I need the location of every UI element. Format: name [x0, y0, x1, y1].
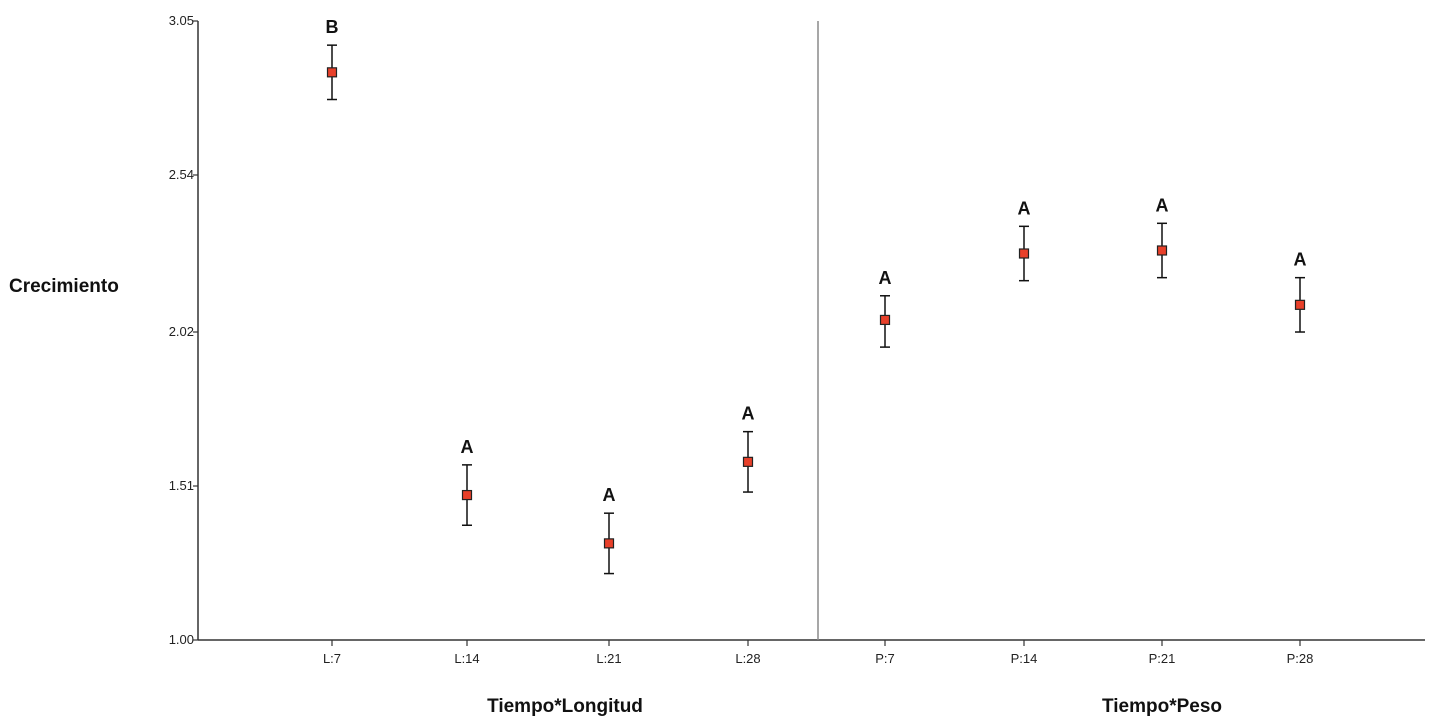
- significance-letter: A: [1156, 195, 1169, 215]
- significance-letter: A: [742, 404, 755, 424]
- data-point-group: A: [1156, 195, 1169, 279]
- significance-letter: A: [1294, 250, 1307, 270]
- x-tick-label: L:28: [735, 651, 760, 666]
- data-point: [879, 314, 891, 326]
- data-point-group: A: [879, 268, 892, 348]
- x-tick-label: P:7: [875, 651, 895, 666]
- x-axis-title-longitud: Tiempo*Longitud: [487, 696, 643, 717]
- x-tick-label: L:21: [596, 651, 621, 666]
- significance-letter: A: [1018, 198, 1031, 218]
- data-point-group: A: [1294, 250, 1307, 333]
- y-tick-label: 3.05: [169, 13, 194, 28]
- data-point: [326, 67, 338, 78]
- significance-letter: A: [879, 268, 892, 288]
- x-tick-label: L:14: [454, 651, 479, 666]
- x-tick-label: L:7: [323, 651, 341, 666]
- y-tick-label: 2.54: [169, 167, 194, 182]
- x-tick-label: P:21: [1149, 651, 1176, 666]
- data-point-group: A: [1018, 198, 1031, 282]
- y-ticks: 1.00 1.51 2.02 2.54 3.05: [169, 13, 198, 647]
- x-ticks: L:7 L:14 L:21 L:28 P:7 P:14 P:21 P:28: [323, 640, 1313, 666]
- data-point: [603, 538, 615, 549]
- significance-letter: A: [603, 485, 616, 505]
- y-axis-title: Crecimiento: [9, 276, 119, 297]
- x-tick-label: P:14: [1011, 651, 1038, 666]
- data-point: [1294, 299, 1306, 310]
- data-point-group: A: [742, 404, 755, 493]
- data-marks: B A A A A A A A: [326, 17, 1307, 575]
- data-point: [742, 456, 754, 467]
- data-point: [461, 489, 473, 501]
- x-axis-title-peso: Tiempo*Peso: [1102, 696, 1222, 717]
- y-tick-label: 1.51: [169, 478, 194, 493]
- axes: [197, 21, 1425, 641]
- y-tick-label: 2.02: [169, 324, 194, 339]
- significance-letter: A: [461, 437, 474, 457]
- data-point-group: A: [461, 437, 474, 527]
- data-point-group: A: [603, 485, 616, 575]
- data-point: [1156, 245, 1168, 256]
- data-point-group: B: [326, 17, 339, 101]
- significance-letter: B: [326, 17, 339, 37]
- y-tick-label: 1.00: [169, 632, 194, 647]
- data-point: [1018, 248, 1030, 259]
- x-tick-label: P:28: [1287, 651, 1314, 666]
